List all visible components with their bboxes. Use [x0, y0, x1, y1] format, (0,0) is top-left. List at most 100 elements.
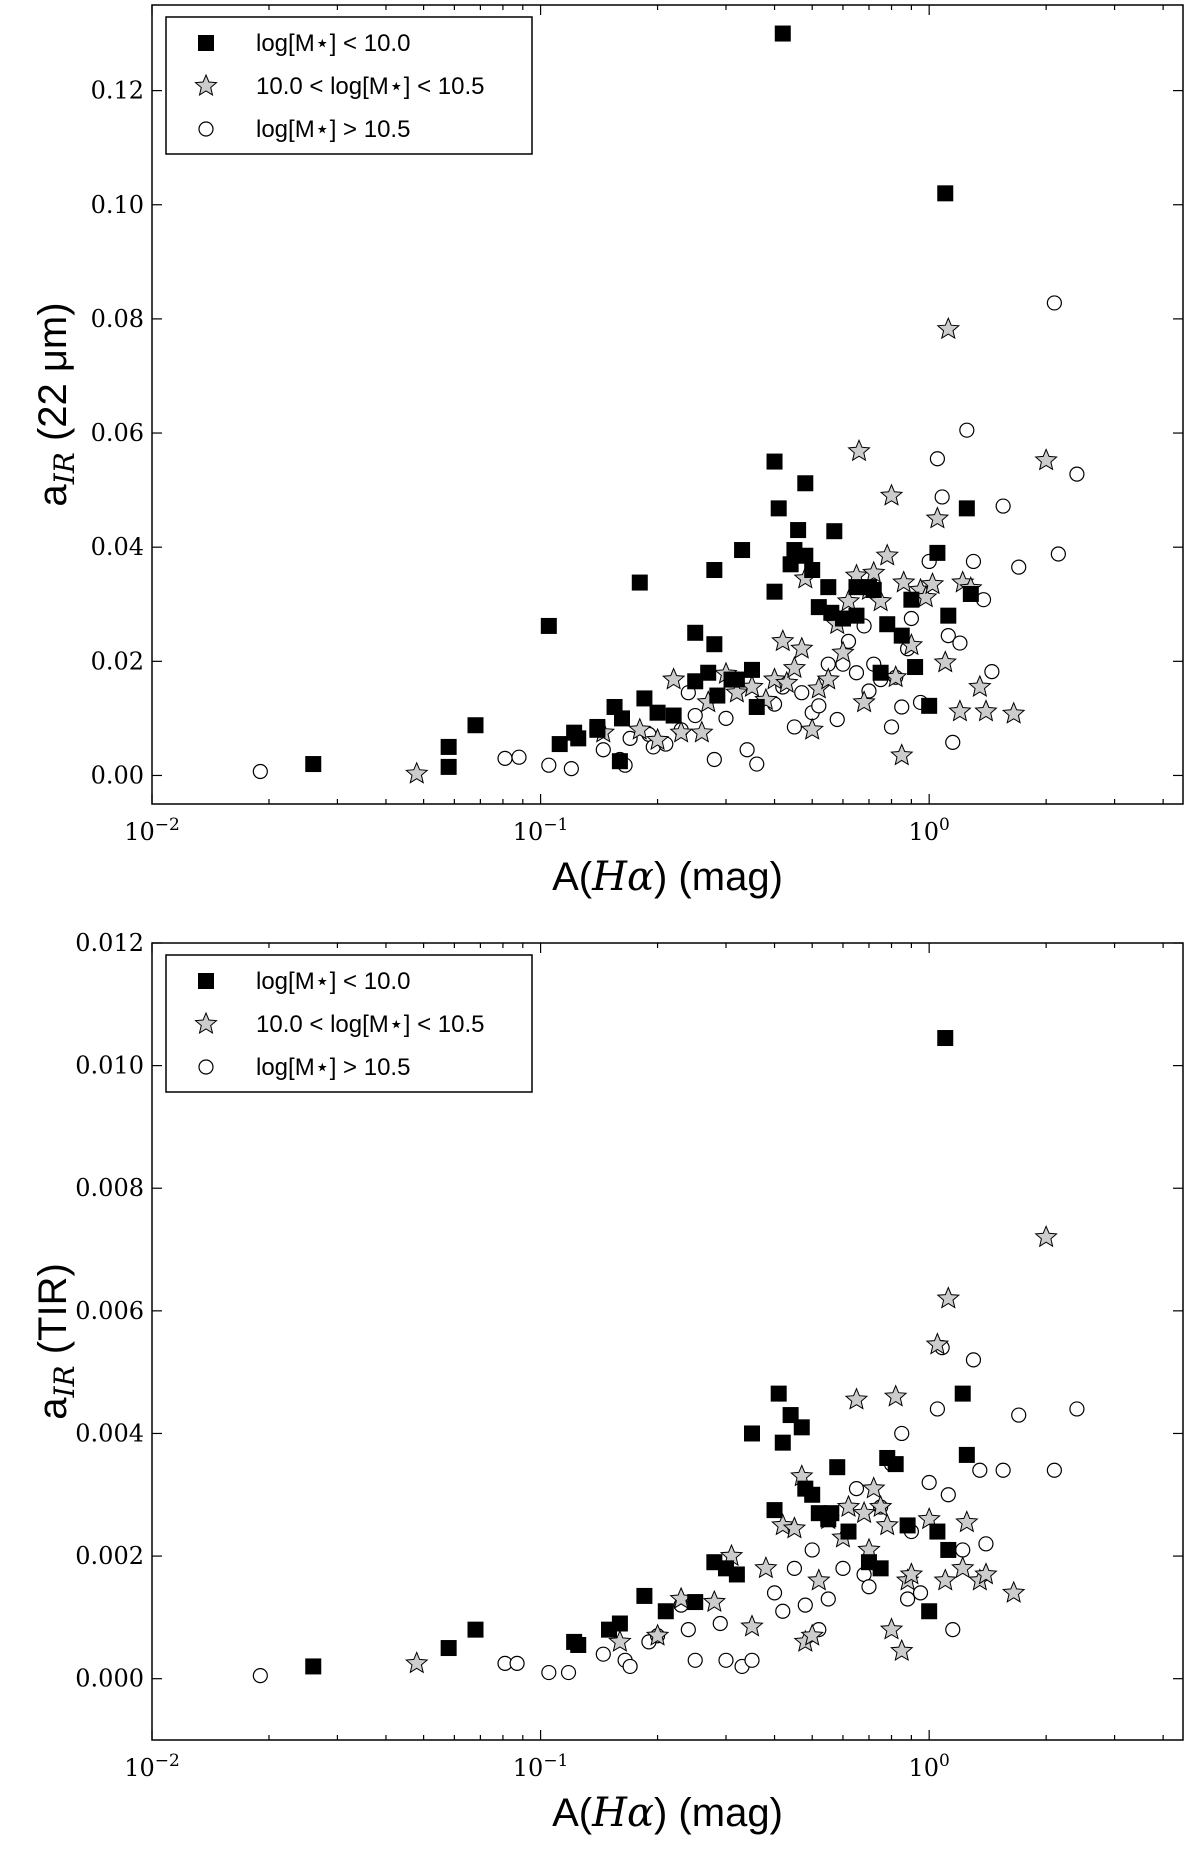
data-point-circle	[775, 1603, 791, 1619]
y-tick-label: 0.010	[75, 1052, 144, 1080]
data-point-square	[929, 544, 946, 561]
data-point-star	[836, 1494, 861, 1517]
y-tick-label: 0.00	[91, 761, 144, 789]
data-point-square	[467, 1621, 484, 1638]
data-point-star	[879, 483, 904, 506]
data-point-star	[754, 687, 778, 711]
data-point-square	[840, 1523, 857, 1540]
data-point-star	[862, 560, 886, 583]
data-point-circle	[1046, 1462, 1062, 1478]
data-point-square	[907, 659, 924, 676]
data-point-star	[890, 1638, 914, 1662]
data-point-star	[899, 1562, 924, 1585]
y-axis-label-post: (TIR)	[31, 1263, 75, 1365]
data-point-star	[754, 1555, 778, 1579]
data-point-star	[936, 316, 961, 340]
legend: log[M⋆] < 10.0 10.0 < log[M⋆] < 10.5 log[M…	[165, 954, 533, 1093]
data-point-star	[800, 717, 824, 740]
data-point-star	[948, 699, 972, 722]
data-point-star	[645, 727, 670, 751]
data-point-circle	[945, 734, 961, 750]
data-point-star	[875, 1513, 899, 1536]
data-point-circle	[1050, 546, 1066, 562]
data-point-star	[852, 1500, 876, 1524]
data-point-square	[834, 610, 851, 627]
legend-label: log[M⋆] > 10.5	[256, 1054, 410, 1081]
data-point-star	[968, 674, 992, 697]
data-point-star	[892, 570, 916, 593]
data-point-square	[826, 523, 843, 540]
data-point-square	[687, 624, 704, 641]
data-point-circle	[766, 1585, 783, 1601]
data-point-square	[657, 1603, 674, 1620]
legend-label: log[M⋆] < 10.0	[256, 968, 410, 995]
data-point-star	[917, 1506, 941, 1530]
data-point-star	[702, 1589, 727, 1613]
legend-marker-circle	[198, 121, 214, 137]
legend-label: 10.0 < log[M⋆] < 10.5	[256, 73, 485, 100]
data-point-square	[865, 581, 882, 598]
data-point-circle	[912, 1585, 929, 1601]
data-point-circle	[497, 750, 513, 766]
data-point-circle	[1011, 1407, 1027, 1423]
y-tick-label: 0.02	[91, 647, 144, 675]
data-point-square	[570, 1636, 587, 1653]
x-tick-base: 10	[908, 1754, 939, 1782]
data-point-square	[893, 627, 910, 644]
data-point-square	[921, 1603, 938, 1620]
y-tick-label: 0.08	[91, 305, 144, 333]
data-point-square	[770, 1385, 787, 1402]
data-point-star	[933, 650, 957, 673]
data-point-star	[771, 628, 795, 652]
y-tick-label: 0.12	[91, 77, 144, 105]
data-point-square	[797, 547, 814, 564]
data-point-circle	[835, 1560, 851, 1576]
data-point-square	[937, 185, 954, 202]
data-point-square	[440, 758, 457, 775]
data-point-circle	[595, 1646, 611, 1662]
data-point-circle	[744, 1652, 760, 1668]
data-point-square	[962, 585, 979, 602]
x-axis-label-post: ) (mag)	[654, 855, 783, 899]
data-point-circle	[903, 610, 919, 627]
x-tick-label: 10−1	[513, 1751, 569, 1782]
x-tick-base: 10	[513, 1754, 544, 1782]
y-tick-label: 0.006	[75, 1297, 144, 1325]
data-point-star	[852, 690, 876, 713]
data-point-star	[844, 1387, 869, 1410]
data-point-square	[872, 664, 889, 681]
data-point-star	[775, 670, 799, 693]
data-point-circle	[563, 761, 579, 777]
data-point-circle	[940, 1487, 956, 1503]
data-point-square	[823, 1505, 840, 1522]
x-tick-base: 10	[513, 818, 544, 846]
data-point-square	[706, 562, 723, 579]
data-point-square	[766, 1502, 783, 1519]
x-tick-exponent: 0	[939, 1751, 950, 1771]
data-point-star	[1034, 1225, 1058, 1248]
legend-box	[165, 16, 533, 155]
y-tick-label: 0.008	[75, 1174, 144, 1202]
data-point-circle	[786, 719, 803, 735]
x-tick-exponent: −2	[155, 815, 180, 835]
x-axis-label-pre: A(	[552, 1791, 593, 1835]
data-point-star	[1001, 1580, 1026, 1603]
data-point-square	[665, 707, 682, 724]
data-point-circle	[541, 1664, 557, 1681]
data-point-circle	[894, 699, 910, 715]
data-point-circle	[894, 1425, 910, 1442]
data-point-square	[687, 1594, 704, 1611]
data-point-square	[804, 1486, 821, 1503]
data-point-circle	[560, 1664, 577, 1681]
data-point-square	[305, 756, 322, 773]
data-point-square	[954, 1385, 971, 1402]
data-point-circle	[739, 742, 755, 758]
data-point-circle	[929, 451, 946, 467]
y-tick-label: 0.000	[75, 1665, 144, 1693]
data-point-square	[782, 1407, 799, 1424]
data-point-circle	[1046, 295, 1062, 311]
data-point-star	[645, 1623, 670, 1646]
data-point-circle	[995, 498, 1011, 514]
data-point-circle	[595, 742, 611, 758]
